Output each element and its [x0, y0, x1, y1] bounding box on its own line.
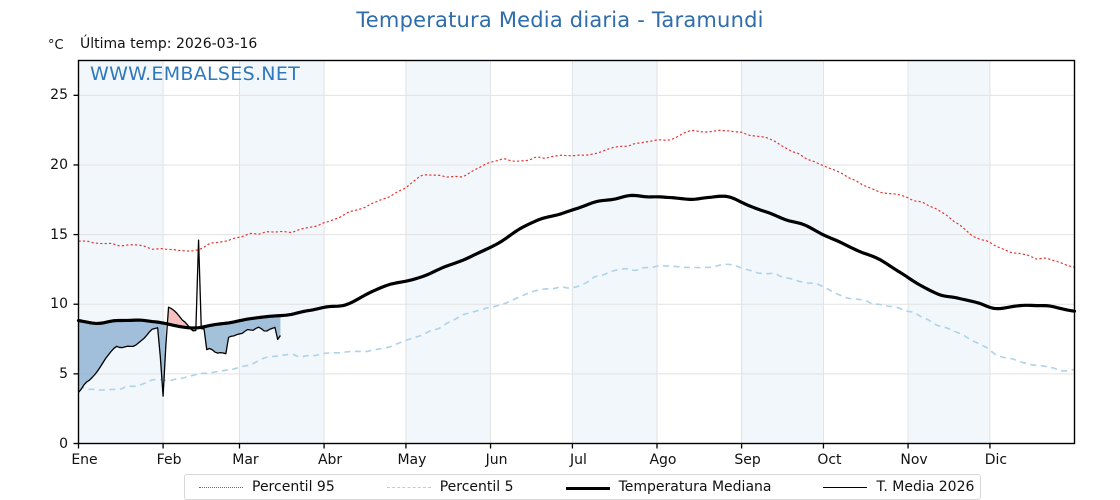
- series-t-media-2026: [77, 239, 281, 397]
- legend-swatch-current-icon: [823, 481, 868, 493]
- legend-label-current: T. Media 2026: [876, 479, 975, 495]
- x-tick-label: Feb: [156, 452, 182, 468]
- month-bands: [78, 60, 990, 444]
- x-tick-label: Abr: [317, 452, 343, 468]
- x-tick-label: Dic: [984, 452, 1008, 468]
- last-temp-label: Última temp: 2026-03-16: [80, 36, 258, 52]
- legend-swatch-p95-icon: [199, 481, 243, 493]
- series-temperatura-mediana: [76, 193, 1077, 330]
- legend-item-temperatura-mediana: Temperatura Mediana: [565, 475, 772, 499]
- legend-swatch-p5-icon: [386, 481, 431, 493]
- legend-item-percentil-95: Percentil 95: [199, 475, 335, 499]
- x-tick-label: Jun: [485, 452, 508, 468]
- y-tick-label: 0: [59, 435, 68, 452]
- legend-label-p5: Percentil 5: [439, 479, 514, 495]
- page-title: Temperatura Media diaria - Taramundi: [356, 8, 764, 32]
- legend-item-t-media-2026: T. Media 2026: [823, 475, 974, 499]
- series-percentil-5: [78, 263, 1075, 391]
- x-tick-label: May: [397, 452, 427, 468]
- legend-swatch-median-icon: [565, 481, 610, 493]
- y-tick-label: 10: [50, 296, 68, 313]
- axis-ticks: [73, 94, 991, 449]
- x-tick-label: Ago: [649, 452, 677, 468]
- legend-label-p95: Percentil 95: [252, 479, 335, 495]
- x-tick-label: Mar: [232, 452, 259, 468]
- x-tick-label: Oct: [817, 452, 842, 468]
- legend-item-percentil-5: Percentil 5: [386, 475, 514, 499]
- y-tick-label: 20: [50, 156, 68, 173]
- x-tick-label: Ene: [71, 452, 98, 468]
- legend-label-median: Temperatura Mediana: [618, 479, 772, 495]
- y-tick-label: 15: [50, 226, 68, 243]
- x-tick-label: Sep: [734, 452, 761, 468]
- x-tick-label: Jul: [569, 452, 587, 468]
- x-tick-label: Nov: [900, 452, 928, 468]
- y-tick-label: 25: [50, 87, 68, 104]
- plot-frame: [77, 59, 1076, 445]
- y-tick-label: 5: [59, 365, 68, 382]
- chart-legend: Percentil 95 Percentil 5 Temperatura Med…: [184, 474, 981, 500]
- y-axis-unit-label: °C: [48, 38, 64, 53]
